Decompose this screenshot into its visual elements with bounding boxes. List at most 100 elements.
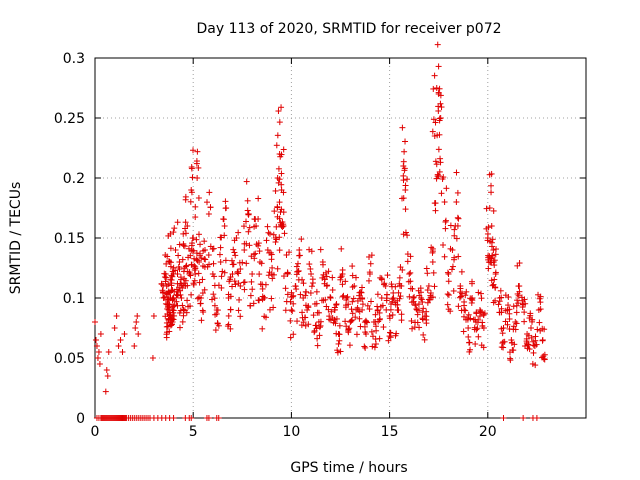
data-point <box>404 258 411 265</box>
data-point <box>491 262 498 269</box>
data-point <box>455 215 462 222</box>
data-point <box>500 415 507 421</box>
data-point <box>438 190 445 197</box>
data-point <box>170 264 177 271</box>
data-point <box>290 292 297 299</box>
data-point <box>528 325 535 331</box>
data-point <box>200 247 207 254</box>
data-point <box>327 295 334 301</box>
data-point <box>444 291 451 298</box>
data-point <box>521 309 528 316</box>
data-point <box>160 294 167 301</box>
data-point <box>495 301 502 308</box>
data-point <box>179 302 186 309</box>
data-point <box>276 215 283 222</box>
data-point <box>191 277 198 284</box>
data-point <box>398 311 405 318</box>
data-point <box>268 295 275 302</box>
y-tick-label: 0.1 <box>63 291 85 307</box>
data-point <box>349 263 356 270</box>
data-point <box>314 342 321 349</box>
data-point <box>167 230 174 237</box>
y-tick-label: 0.25 <box>54 111 85 127</box>
data-point <box>407 253 414 260</box>
data-point <box>256 271 263 278</box>
data-point <box>293 263 300 270</box>
data-point <box>270 271 277 278</box>
data-point <box>423 316 430 323</box>
data-point <box>357 289 364 296</box>
data-point <box>366 306 373 313</box>
data-point <box>171 312 178 319</box>
data-point <box>521 318 528 325</box>
data-point <box>248 278 255 285</box>
data-point <box>171 225 178 232</box>
data-point <box>222 198 229 205</box>
data-point <box>196 294 203 301</box>
data-point <box>313 300 320 307</box>
data-point <box>104 373 111 379</box>
data-point <box>515 283 522 290</box>
data-point <box>294 318 301 325</box>
data-point <box>473 310 480 317</box>
data-point <box>395 307 402 314</box>
data-point <box>409 285 416 292</box>
data-point <box>240 223 247 230</box>
data-point <box>402 206 409 213</box>
chart-title: Day 113 of 2020, SRMTID for receiver p07… <box>196 21 501 37</box>
data-point <box>227 293 234 300</box>
data-point <box>537 306 544 313</box>
data-point <box>423 265 430 272</box>
data-point <box>392 301 399 308</box>
data-point <box>526 315 533 322</box>
data-point <box>205 252 212 259</box>
data-point <box>541 326 548 333</box>
data-point <box>386 329 393 336</box>
data-point <box>192 203 199 210</box>
data-point <box>298 322 305 329</box>
data-point <box>536 319 543 326</box>
data-point <box>507 355 514 362</box>
data-point <box>221 223 228 229</box>
data-point <box>458 268 465 275</box>
data-point <box>349 316 356 323</box>
data-point <box>484 230 491 237</box>
data-point <box>275 108 282 115</box>
data-point <box>404 232 411 239</box>
data-point <box>408 317 415 324</box>
data-point <box>490 281 497 288</box>
data-point <box>532 333 539 340</box>
data-point <box>442 218 449 225</box>
data-point <box>276 247 283 254</box>
data-point <box>189 174 196 181</box>
data-point <box>457 293 464 300</box>
data-point <box>364 302 371 309</box>
data-point <box>176 241 183 248</box>
data-point <box>379 302 386 309</box>
data-point <box>276 176 283 183</box>
data-point <box>386 333 393 340</box>
data-point <box>506 349 513 356</box>
data-point <box>230 246 237 253</box>
data-point <box>182 193 189 200</box>
data-point <box>333 315 340 322</box>
data-point <box>529 360 536 367</box>
data-point <box>199 263 206 270</box>
data-point <box>488 189 495 196</box>
data-point <box>468 280 475 287</box>
data-point <box>428 294 435 301</box>
data-point <box>255 215 262 222</box>
data-point <box>386 315 393 322</box>
data-point <box>163 334 170 341</box>
data-point <box>182 263 189 270</box>
data-point <box>195 231 202 238</box>
data-point <box>212 311 219 318</box>
data-point <box>274 265 281 272</box>
data-point <box>418 296 425 303</box>
data-point <box>489 236 496 243</box>
data-point <box>463 288 470 295</box>
data-point <box>166 311 173 318</box>
data-point <box>478 295 485 302</box>
data-point <box>119 349 126 355</box>
data-point <box>539 337 546 344</box>
